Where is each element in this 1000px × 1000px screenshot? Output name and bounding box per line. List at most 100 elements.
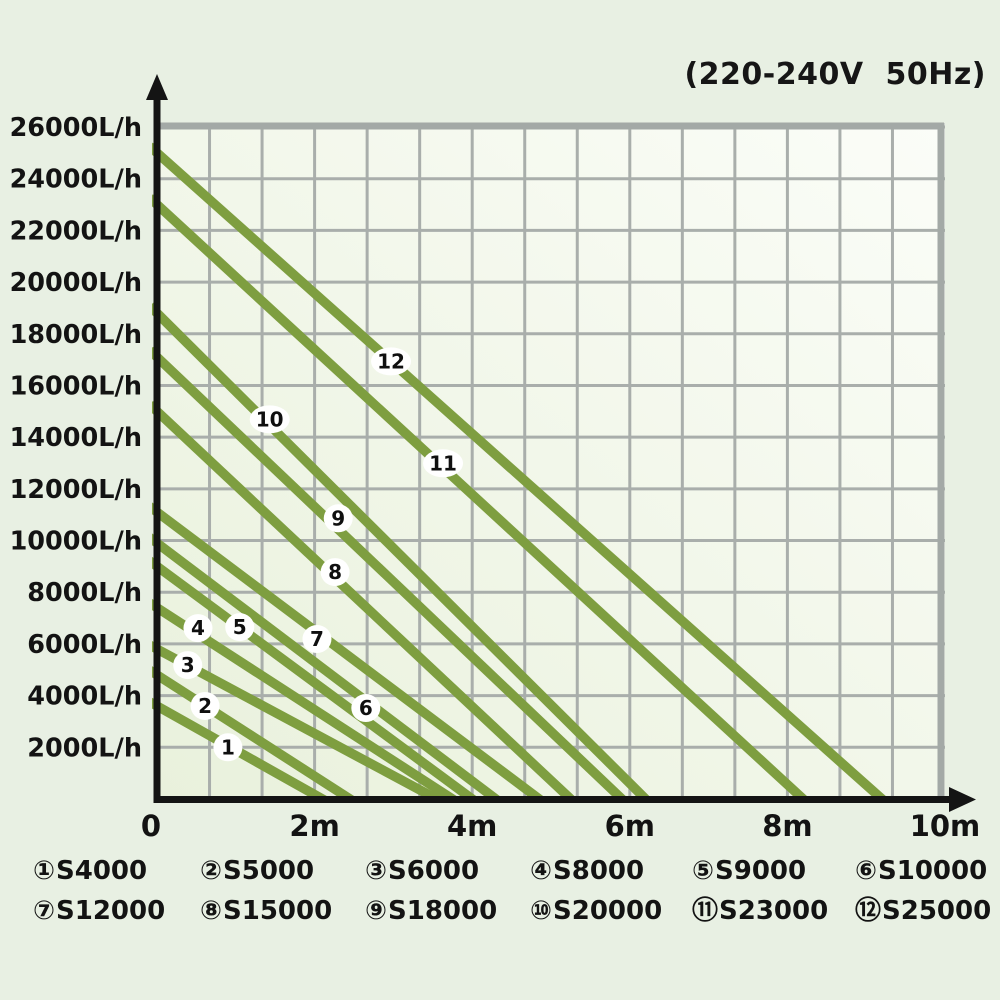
pump-curves: [152, 142, 894, 803]
legend-item-s9000: ⑤S9000: [692, 851, 855, 891]
axes: [146, 74, 976, 812]
curve-badge-label-S12000: 7: [310, 627, 324, 651]
y-tick-label: 10000L/h: [10, 527, 142, 557]
curve-badge-label-S8000: 4: [191, 616, 205, 640]
x-axis-arrow: [949, 787, 976, 812]
curve-badge-S12000: [302, 625, 332, 654]
y-tick-label: 26000L/h: [10, 113, 142, 143]
circled-number-icon: ③: [365, 856, 388, 886]
circled-number-icon: ⑧: [200, 896, 223, 926]
legend-item-s20000: ⑩S20000: [530, 891, 692, 931]
pump-model-name: S23000: [719, 896, 829, 926]
legend-item-s4000: ①S4000: [33, 851, 200, 891]
legend-item-s8000: ④S8000: [530, 851, 692, 891]
curve-badge-label-S15000: 8: [328, 560, 342, 584]
legend-item-s18000: ⑨S18000: [365, 891, 530, 931]
y-tick-label: 24000L/h: [10, 165, 142, 195]
pump-curve-S18000: [152, 346, 634, 803]
pump-curve-S4000: [152, 697, 338, 803]
curve-badge-label-S18000: 9: [331, 506, 345, 530]
curve-badge-S5000: [190, 691, 220, 720]
curve-badge-label-S5000: 2: [198, 694, 212, 718]
circled-number-icon: ⑪: [692, 896, 719, 926]
circled-number-icon: ⑦: [33, 896, 56, 926]
pump-model-name: S5000: [223, 856, 315, 886]
pump-curve-S10000: [152, 533, 510, 803]
pump-model-name: S8000: [553, 856, 645, 886]
legend-item-s25000: ⑫S25000: [855, 891, 994, 931]
pump-model-name: S6000: [388, 856, 480, 886]
circled-number-icon: ⑨: [365, 896, 388, 926]
circled-number-icon: ①: [33, 856, 56, 886]
legend-item-s5000: ②S5000: [200, 851, 365, 891]
pump-model-name: S4000: [56, 856, 148, 886]
legend-item-s6000: ③S6000: [365, 851, 530, 891]
curve-badge-label-S4000: 1: [221, 735, 235, 759]
grid-lines: [157, 123, 945, 799]
pump-curve-S25000: [152, 142, 894, 803]
y-tick-label: 2000L/h: [27, 733, 142, 763]
x-tick-label: 2m: [289, 809, 339, 843]
circled-number-icon: ⑩: [530, 896, 553, 926]
y-tick-label: 8000L/h: [27, 578, 142, 608]
y-tick-label: 20000L/h: [10, 268, 142, 298]
legend-item-s10000: ⑥S10000: [855, 851, 994, 891]
curve-badge-S6000: [173, 651, 203, 680]
pump-model-name: S10000: [878, 856, 988, 886]
pump-curve-S15000: [152, 401, 582, 803]
curve-badge-S9000: [225, 613, 255, 642]
circled-number-icon: ④: [530, 856, 553, 886]
curve-badge-S10000: [351, 694, 381, 723]
circled-number-icon: ⑫: [855, 896, 882, 926]
curve-badge-S15000: [320, 558, 350, 587]
curve-badge-label-S25000: 12: [377, 349, 405, 373]
pump-model-name: S9000: [715, 856, 807, 886]
y-tick-label: 16000L/h: [10, 371, 142, 401]
y-tick-label: 12000L/h: [10, 475, 142, 505]
pump-curve-S9000: [152, 556, 486, 803]
legend-item-s15000: ⑧S15000: [200, 891, 365, 931]
y-tick-label: 14000L/h: [10, 423, 142, 453]
curve-badge-S20000: [249, 405, 290, 434]
pump-model-name: S15000: [223, 896, 333, 926]
x-tick-label: 10m: [910, 809, 981, 843]
plot-area: [157, 123, 945, 799]
pump-model-name: S25000: [882, 896, 992, 926]
pump-model-name: S20000: [553, 896, 663, 926]
pump-model-name: S18000: [388, 896, 498, 926]
x-tick-label: 6m: [605, 809, 655, 843]
y-tick-label: 6000L/h: [27, 630, 142, 660]
pump-curve-S12000: [152, 502, 553, 803]
x-tick-label: 4m: [447, 809, 497, 843]
x-tick-label: 8m: [762, 809, 812, 843]
curve-badge-label-S20000: 10: [256, 407, 284, 431]
curve-badge-S4000: [213, 733, 243, 762]
curve-badge-S18000: [323, 504, 353, 533]
curve-badge-label-S9000: 5: [233, 615, 247, 639]
pump-curve-S23000: [152, 194, 815, 803]
curve-badge-S23000: [423, 449, 464, 478]
circled-number-icon: ⑤: [692, 856, 715, 886]
pump-curve-S5000: [152, 666, 365, 803]
x-tick-labels: 0 2m 4m 6m 8m 10m: [141, 809, 980, 843]
y-tick-label: 4000L/h: [27, 682, 142, 712]
y-axis-arrow: [146, 74, 168, 100]
pump-model-name: S12000: [56, 896, 166, 926]
y-tick-labels: 26000L/h 24000L/h 22000L/h 20000L/h 18000L/h…: [10, 113, 142, 763]
y-tick-label: 18000L/h: [10, 320, 142, 350]
pump-curve-S20000: [152, 302, 657, 803]
chart-title: (220-240V 50Hz): [684, 57, 986, 92]
legend-item-s12000: ⑦S12000: [33, 891, 200, 931]
pump-model-legend: ①S4000 ②S5000 ③S6000 ④S8000 ⑤S9000 ⑥S10000 ⑦S1…: [33, 851, 994, 931]
circled-number-icon: ②: [200, 856, 223, 886]
legend-row: ⑦S12000 ⑧S15000 ⑨S18000 ⑩S20000 ⑪S23000 ⑫S250…: [33, 891, 994, 931]
plot-border: [157, 122, 945, 801]
circled-number-icon: ⑥: [855, 856, 878, 886]
curve-badge-label-S10000: 6: [359, 696, 373, 720]
curve-badge-label-S6000: 3: [181, 653, 195, 677]
curve-badge-S25000: [371, 347, 412, 376]
y-tick-label: 22000L/h: [10, 216, 142, 246]
curve-badge-label-S23000: 11: [429, 451, 457, 475]
